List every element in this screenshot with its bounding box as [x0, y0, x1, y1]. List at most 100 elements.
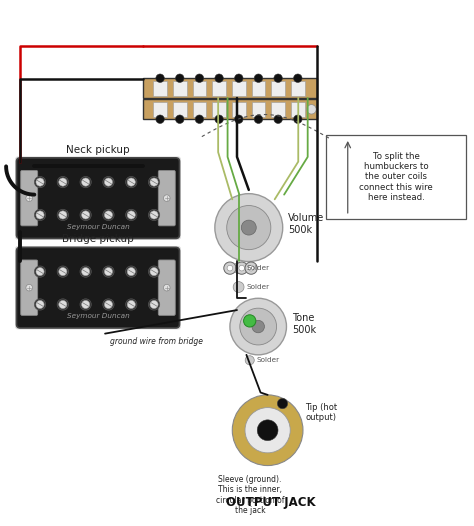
- FancyBboxPatch shape: [15, 246, 181, 329]
- Circle shape: [164, 285, 170, 291]
- Circle shape: [35, 266, 46, 277]
- FancyBboxPatch shape: [21, 260, 37, 316]
- Circle shape: [103, 266, 114, 277]
- Circle shape: [241, 220, 256, 235]
- Circle shape: [127, 211, 136, 219]
- Circle shape: [150, 300, 158, 309]
- Circle shape: [235, 74, 243, 83]
- FancyBboxPatch shape: [326, 135, 466, 219]
- Circle shape: [82, 178, 90, 186]
- Circle shape: [35, 176, 46, 188]
- Circle shape: [252, 320, 264, 333]
- Circle shape: [80, 266, 91, 277]
- FancyBboxPatch shape: [153, 102, 167, 117]
- Circle shape: [57, 209, 68, 220]
- FancyBboxPatch shape: [252, 102, 265, 117]
- Circle shape: [233, 281, 244, 292]
- Circle shape: [35, 209, 46, 220]
- Circle shape: [126, 299, 137, 310]
- Circle shape: [104, 300, 112, 309]
- Circle shape: [126, 209, 137, 220]
- Circle shape: [36, 211, 44, 219]
- Circle shape: [127, 300, 136, 309]
- Text: Sleeve (ground).
This is the inner,
circular portion of
the jack: Sleeve (ground). This is the inner, circ…: [216, 475, 284, 515]
- Circle shape: [26, 195, 33, 201]
- Circle shape: [36, 268, 44, 276]
- Circle shape: [103, 299, 114, 310]
- FancyBboxPatch shape: [252, 80, 265, 96]
- Circle shape: [82, 300, 90, 309]
- Circle shape: [103, 176, 114, 188]
- Circle shape: [148, 299, 160, 310]
- Circle shape: [277, 398, 288, 409]
- Text: Solder: Solder: [246, 265, 270, 271]
- Circle shape: [254, 74, 263, 83]
- FancyBboxPatch shape: [192, 102, 206, 117]
- Circle shape: [36, 300, 44, 309]
- Text: Seymour Duncan: Seymour Duncan: [67, 224, 129, 230]
- Text: Neck pickup: Neck pickup: [66, 145, 130, 155]
- Circle shape: [307, 105, 316, 114]
- FancyBboxPatch shape: [143, 99, 317, 119]
- Circle shape: [293, 115, 302, 124]
- Circle shape: [215, 115, 223, 124]
- Text: ground wire from bridge: ground wire from bridge: [110, 337, 203, 346]
- Circle shape: [126, 266, 137, 277]
- Text: Bridge pickup: Bridge pickup: [62, 234, 134, 244]
- Circle shape: [148, 266, 160, 277]
- Circle shape: [224, 262, 236, 274]
- FancyBboxPatch shape: [271, 80, 285, 96]
- Circle shape: [103, 209, 114, 220]
- FancyBboxPatch shape: [153, 80, 167, 96]
- Circle shape: [274, 74, 283, 83]
- Circle shape: [127, 268, 136, 276]
- Circle shape: [57, 299, 68, 310]
- Circle shape: [26, 285, 33, 291]
- Circle shape: [150, 268, 158, 276]
- Circle shape: [80, 176, 91, 188]
- Circle shape: [80, 209, 91, 220]
- FancyBboxPatch shape: [271, 102, 285, 117]
- Circle shape: [233, 262, 244, 274]
- Text: Tip (hot
output): Tip (hot output): [305, 403, 337, 422]
- Circle shape: [59, 178, 67, 186]
- Circle shape: [156, 115, 164, 124]
- Circle shape: [257, 420, 278, 441]
- Circle shape: [195, 115, 204, 124]
- Circle shape: [59, 268, 67, 276]
- Circle shape: [148, 176, 160, 188]
- Circle shape: [82, 268, 90, 276]
- Circle shape: [148, 209, 160, 220]
- FancyBboxPatch shape: [212, 102, 226, 117]
- Circle shape: [35, 299, 46, 310]
- Circle shape: [126, 176, 137, 188]
- Circle shape: [245, 356, 254, 365]
- Circle shape: [240, 308, 277, 345]
- Circle shape: [104, 178, 112, 186]
- Circle shape: [227, 265, 233, 271]
- Circle shape: [57, 266, 68, 277]
- FancyBboxPatch shape: [291, 102, 305, 117]
- Circle shape: [150, 178, 158, 186]
- FancyBboxPatch shape: [232, 80, 246, 96]
- Circle shape: [150, 211, 158, 219]
- FancyBboxPatch shape: [21, 170, 37, 226]
- FancyBboxPatch shape: [143, 78, 317, 98]
- Circle shape: [227, 206, 271, 250]
- Circle shape: [230, 298, 286, 355]
- FancyBboxPatch shape: [232, 102, 246, 117]
- Text: Solder: Solder: [246, 284, 270, 290]
- Text: Seymour Duncan: Seymour Duncan: [67, 313, 129, 319]
- FancyBboxPatch shape: [158, 170, 175, 226]
- Circle shape: [215, 74, 223, 83]
- FancyBboxPatch shape: [17, 158, 180, 238]
- Circle shape: [245, 408, 290, 453]
- Text: Solder: Solder: [256, 357, 280, 363]
- Circle shape: [175, 115, 184, 124]
- Circle shape: [239, 265, 245, 271]
- Circle shape: [80, 299, 91, 310]
- Text: Tone
500k: Tone 500k: [292, 313, 316, 335]
- Circle shape: [59, 300, 67, 309]
- FancyBboxPatch shape: [212, 80, 226, 96]
- Circle shape: [57, 176, 68, 188]
